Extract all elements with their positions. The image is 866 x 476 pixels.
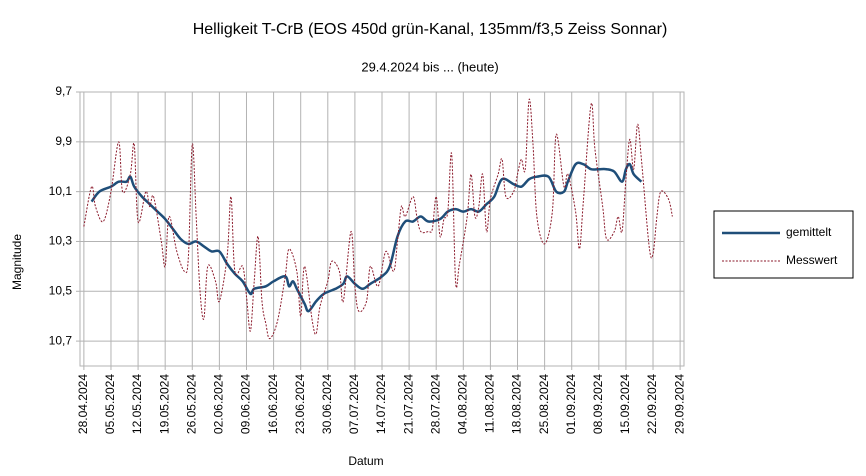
x-tick-label: 30.06.2024: [320, 374, 334, 434]
y-axis-label: Magnitude: [10, 234, 24, 290]
series-line: [90, 161, 643, 313]
x-tick-label: 11.08.2024: [483, 374, 497, 433]
x-axis-label: Datum: [348, 454, 383, 468]
y-tick-label: 9,7: [55, 84, 72, 98]
x-tick-label: 29.09.2024: [672, 374, 686, 434]
x-tick-label: 09.06.2024: [239, 374, 253, 434]
x-tick-label: 28.04.2024: [76, 374, 90, 434]
x-tick-label: 01.09.2024: [564, 374, 578, 434]
x-tick-label: 05.05.2024: [103, 374, 117, 434]
x-tick-label: 18.08.2024: [510, 374, 524, 434]
chart-title: Helligkeit T-CrB (EOS 450d grün-Kanal, 1…: [193, 21, 668, 38]
x-tick-label: 26.05.2024: [184, 374, 198, 434]
x-tick-label: 07.07.2024: [347, 374, 361, 434]
series-line: [83, 98, 673, 340]
legend-box: [713, 210, 854, 279]
x-tick-label: 21.07.2024: [401, 374, 415, 434]
y-tick-label: 10,3: [49, 234, 73, 248]
legend-label: Messwert: [786, 253, 838, 267]
y-tick-label: 10,1: [49, 184, 73, 198]
chart-subtitle: 29.4.2024 bis ... (heute): [361, 59, 498, 74]
x-tick-label: 16.06.2024: [266, 374, 280, 434]
x-tick-label: 23.06.2024: [293, 374, 307, 434]
y-tick-label: 9,9: [55, 134, 72, 148]
y-tick-label: 10,5: [49, 283, 73, 297]
x-tick-label: 08.09.2024: [591, 374, 605, 434]
x-tick-label: 22.09.2024: [645, 374, 659, 434]
x-tick-label: 04.08.2024: [455, 374, 469, 434]
x-tick-label: 02.06.2024: [212, 374, 226, 434]
x-tick-label: 14.07.2024: [374, 374, 388, 434]
x-tick-label: 25.08.2024: [537, 374, 551, 434]
x-tick-label: 19.05.2024: [157, 374, 171, 434]
plot-frame: [79, 91, 685, 367]
legend-label: gemittelt: [786, 225, 832, 239]
x-tick-label: 12.05.2024: [130, 374, 144, 434]
y-tick-label: 10,7: [49, 333, 73, 347]
x-tick-label: 28.07.2024: [428, 374, 442, 434]
x-tick-label: 15.09.2024: [618, 374, 632, 434]
